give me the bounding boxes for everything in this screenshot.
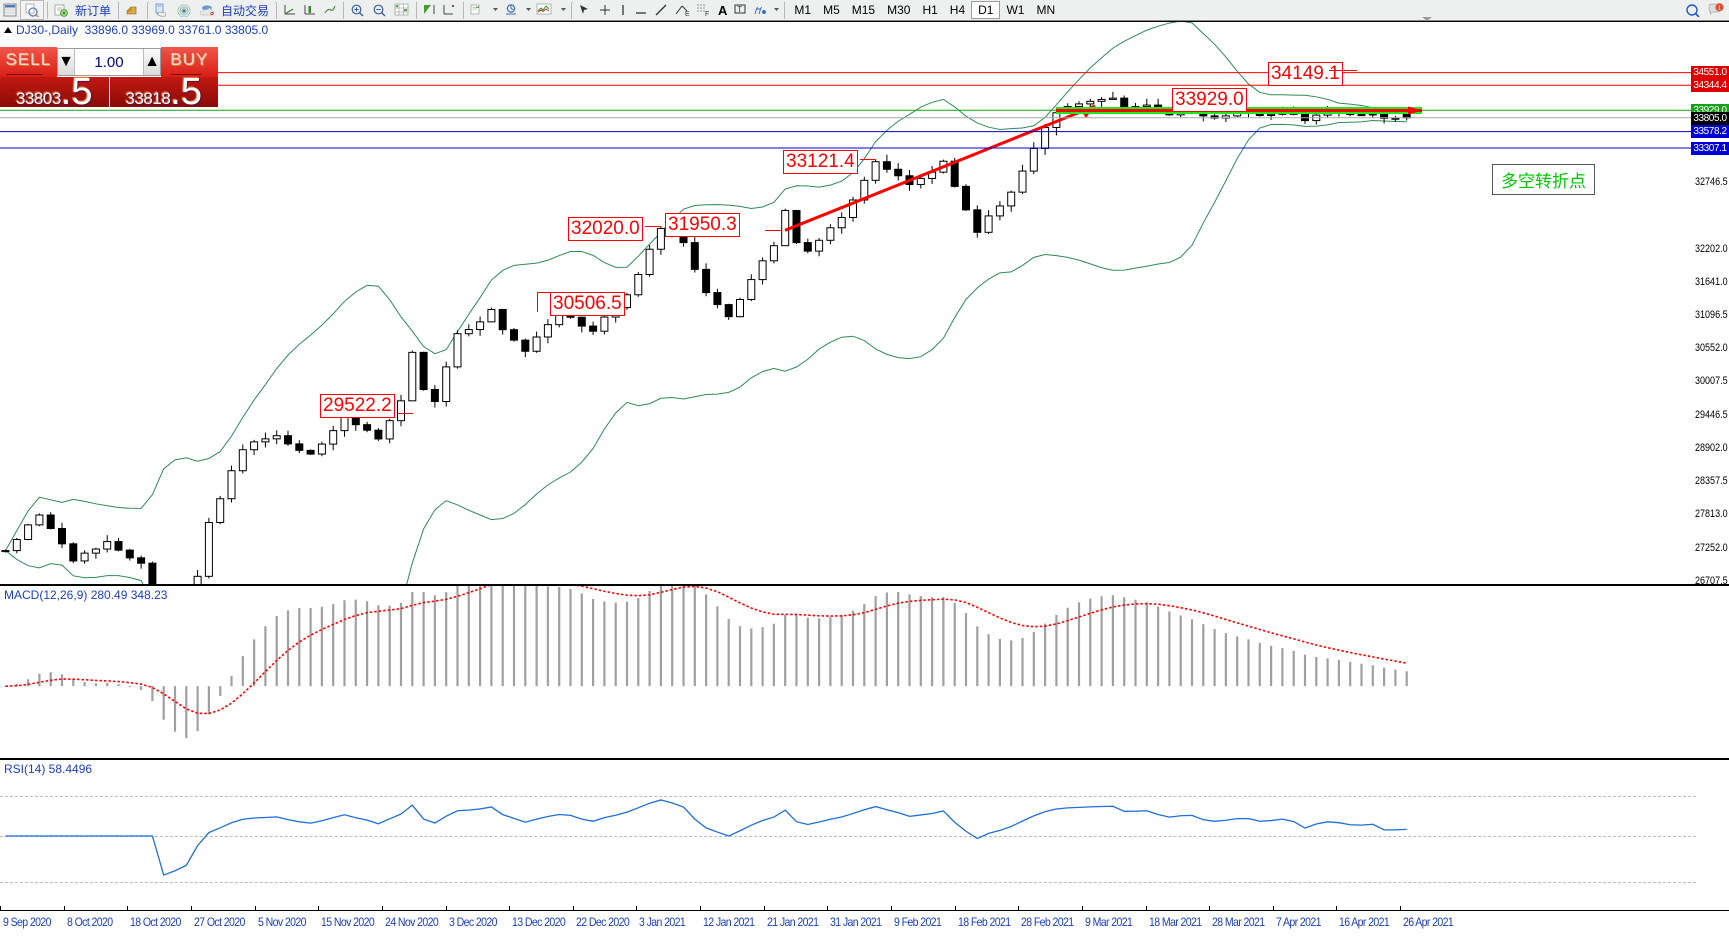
svg-text:E: E (685, 11, 690, 17)
svg-text:T: T (738, 5, 743, 14)
svg-text:F: F (705, 11, 709, 17)
